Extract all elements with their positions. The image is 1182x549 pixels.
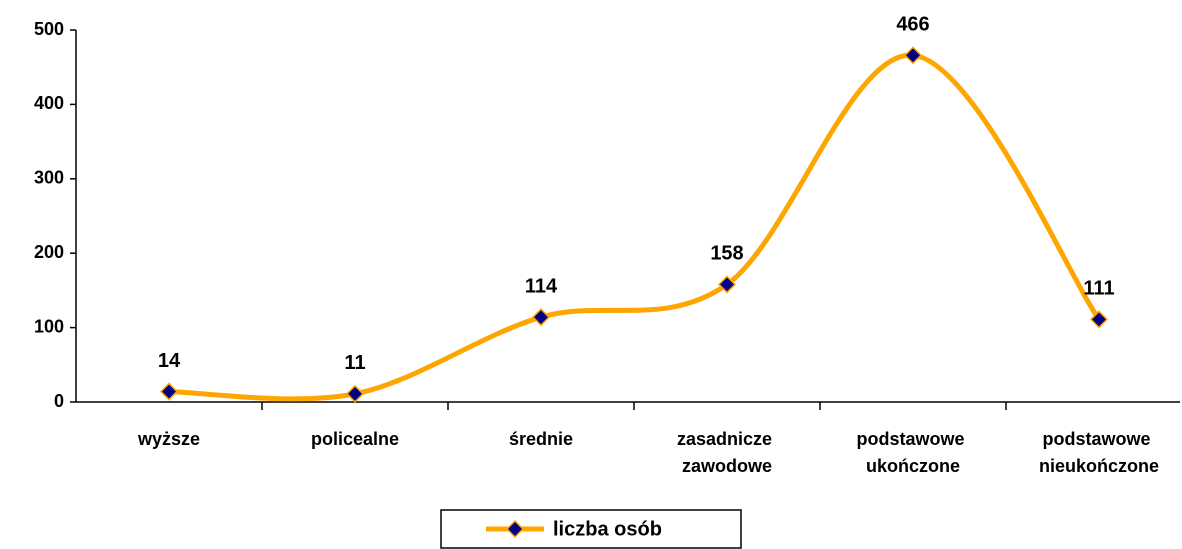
x-tick-label: podstawowe nieukończone xyxy=(1039,429,1159,476)
x-tick-label: policealne xyxy=(311,429,399,449)
marker xyxy=(1089,310,1109,329)
y-tick-label: 400 xyxy=(34,93,64,113)
data-label: 14 xyxy=(158,350,181,372)
legend-marker xyxy=(505,519,525,539)
data-label: 111 xyxy=(1083,278,1114,300)
marker xyxy=(531,308,551,327)
marker xyxy=(159,382,179,401)
data-label: 11 xyxy=(344,352,365,374)
marker xyxy=(903,46,923,65)
y-tick-label: 100 xyxy=(34,316,64,336)
marker xyxy=(717,275,737,294)
x-tick-label: wyższe xyxy=(137,429,200,449)
y-tick-label: 300 xyxy=(34,168,64,188)
marker xyxy=(345,384,365,403)
data-label: 158 xyxy=(710,243,743,265)
x-tick-label: średnie xyxy=(509,429,573,449)
y-tick-label: 0 xyxy=(54,391,64,411)
data-label: 114 xyxy=(525,275,558,297)
x-tick-label: zasadnicze zawodowe xyxy=(677,429,777,476)
y-tick-label: 500 xyxy=(34,19,64,39)
data-label: 466 xyxy=(896,14,929,36)
series-line xyxy=(168,52,1102,402)
legend-label: liczba osób xyxy=(553,518,662,540)
x-tick-label: podstawowe ukończone xyxy=(856,429,969,476)
y-tick-label: 200 xyxy=(34,242,64,262)
